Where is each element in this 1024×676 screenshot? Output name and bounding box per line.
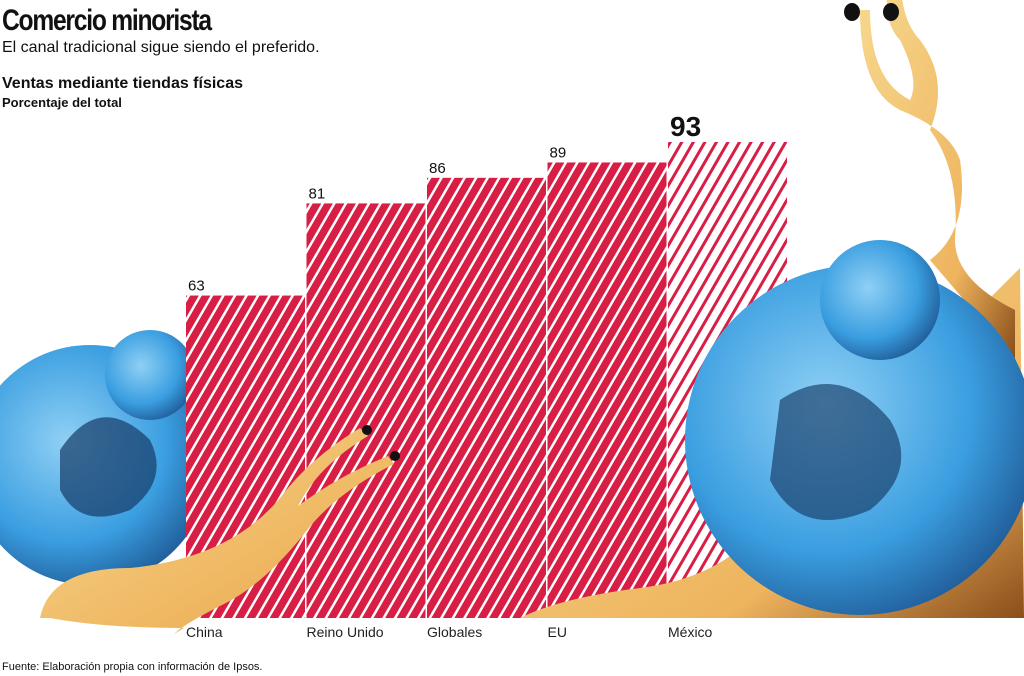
data-label: 86 bbox=[429, 160, 446, 177]
data-label: 89 bbox=[550, 144, 567, 161]
chart-subtitle: Porcentaje del total bbox=[2, 95, 122, 110]
category-label: China bbox=[186, 624, 223, 640]
bar-eu bbox=[547, 162, 667, 618]
bar-globales bbox=[427, 177, 546, 619]
source-note: Fuente: Elaboración propia con informaci… bbox=[2, 661, 263, 673]
category-label: México bbox=[668, 624, 713, 640]
data-label: 81 bbox=[309, 185, 326, 202]
bar-reino-unido bbox=[306, 203, 426, 618]
chart-title: Ventas mediante tiendas físicas bbox=[2, 75, 243, 92]
category-label: Globales bbox=[427, 624, 482, 640]
right-snail-illustration bbox=[520, 0, 1024, 618]
category-label: EU bbox=[548, 624, 567, 640]
left-snail-body bbox=[40, 425, 400, 634]
left-snail-illustration bbox=[0, 330, 210, 585]
page-title: Comercio minorista bbox=[2, 4, 212, 37]
category-label: Reino Unido bbox=[307, 624, 384, 640]
data-label: 63 bbox=[188, 278, 205, 295]
page-subtitle: El canal tradicional sigue siendo el pre… bbox=[2, 39, 320, 56]
data-label: 93 bbox=[670, 111, 701, 142]
